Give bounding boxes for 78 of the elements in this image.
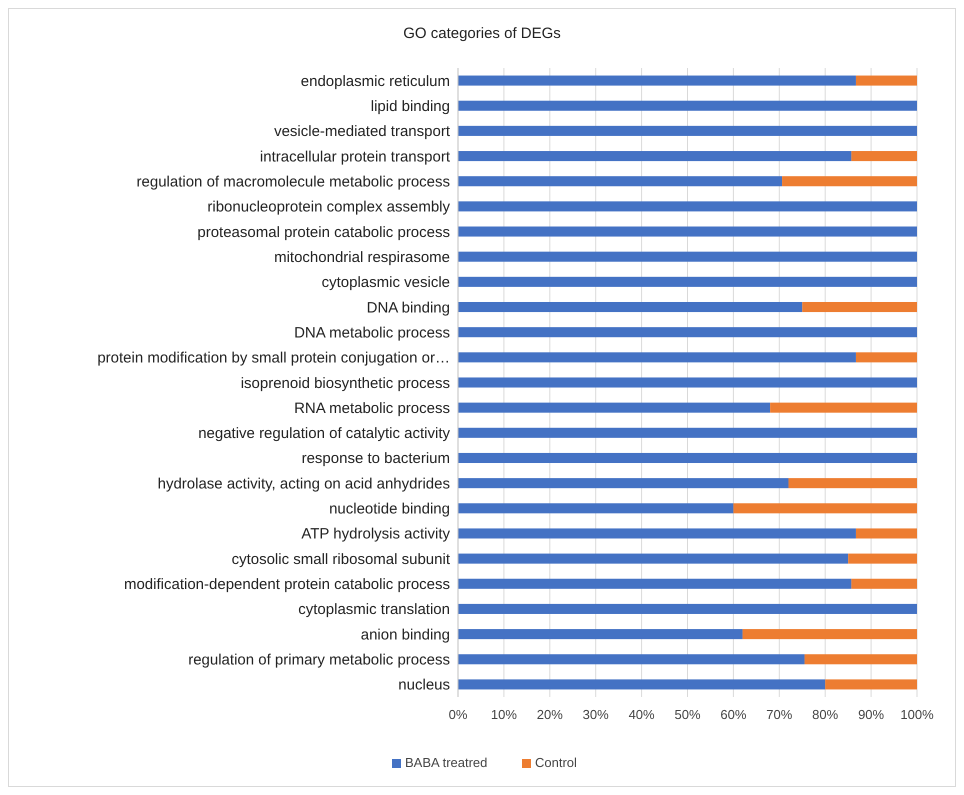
x-tick-label: 50% — [674, 707, 701, 722]
bar — [458, 578, 852, 589]
bar — [458, 100, 917, 111]
y-tick-label: mitochondrial respirasome — [274, 248, 450, 266]
bar — [802, 302, 917, 312]
bar — [458, 503, 734, 514]
bar — [458, 654, 805, 664]
bar — [458, 226, 917, 237]
x-tick-label: 60% — [720, 707, 747, 722]
bar — [804, 654, 917, 664]
x-tick-label: 100% — [900, 707, 934, 722]
x-tick-label: 20% — [536, 707, 564, 722]
y-tick-label: ribonucleoprotein complex assembly — [207, 198, 450, 216]
x-tick-label: 0% — [448, 707, 468, 722]
bar — [788, 478, 917, 488]
bar — [458, 528, 856, 538]
y-tick-label: intracellular protein transport — [260, 148, 451, 166]
y-tick-label: ATP hydrolysis activity — [301, 526, 450, 543]
x-tick-label: 30% — [582, 707, 610, 722]
y-tick-label: DNA metabolic process — [294, 324, 450, 342]
x-tick-label: 90% — [858, 707, 885, 722]
bar — [458, 327, 917, 338]
y-tick-label: cytoplasmic vesicle — [322, 274, 450, 292]
bar — [848, 554, 917, 564]
bar — [458, 478, 788, 488]
bar — [458, 452, 917, 464]
bar — [458, 151, 852, 162]
bar — [856, 352, 917, 362]
bar — [458, 402, 770, 413]
bar — [458, 428, 917, 438]
y-tick-label: nucleotide binding — [329, 500, 450, 518]
legend-label: BABA treatred — [405, 755, 488, 770]
y-tick-label: cytoplasmic translation — [298, 601, 450, 618]
y-tick-label: regulation of macromolecule metabolic process — [136, 173, 450, 190]
y-tick-label: regulation of primary metabolic process — [188, 652, 450, 669]
y-tick-label: vesicle-mediated transport — [274, 123, 451, 140]
x-tick-label: 70% — [766, 707, 793, 722]
bar — [458, 629, 743, 640]
x-tick-label: 10% — [490, 707, 518, 722]
bar — [458, 604, 917, 614]
bar — [458, 252, 917, 262]
bar — [458, 276, 917, 287]
y-tick-label: nucleus — [398, 676, 450, 694]
legend-label: Control — [535, 755, 578, 770]
y-tick-label: isoprenoid biosynthetic process — [240, 374, 450, 392]
bar — [458, 201, 917, 212]
y-tick-label: cytosolic small ribosomal subunit — [232, 550, 451, 568]
y-tick-label: hydrolase activity, acting on acid anhydrides — [158, 475, 450, 492]
y-tick-label: RNA metabolic process — [294, 400, 450, 417]
y-tick-label: lipid binding — [370, 98, 450, 115]
bar — [458, 554, 848, 564]
chart-title: GO categories of DEGs — [403, 25, 561, 42]
y-tick-label: protein modification by small protein conjugation or… — [97, 350, 450, 367]
bar — [770, 402, 917, 413]
bar — [856, 76, 917, 86]
bar — [458, 352, 856, 362]
bar — [733, 503, 917, 514]
bar — [458, 302, 802, 312]
bar — [458, 76, 856, 86]
y-tick-label: endoplasmic reticulum — [300, 72, 450, 90]
x-tick-label: 80% — [812, 707, 839, 722]
y-tick-label: DNA binding — [366, 299, 450, 316]
y-tick-label: anion binding — [360, 626, 450, 644]
bar — [458, 176, 782, 186]
bar — [458, 377, 917, 388]
x-tick-label: 40% — [628, 707, 656, 722]
y-tick-label: modification-dependent protein catabolic process — [124, 576, 450, 594]
bar — [782, 176, 917, 186]
bar — [458, 126, 917, 136]
y-tick-label: negative regulation of catalytic activity — [198, 425, 450, 442]
bar — [856, 528, 917, 538]
y-tick-label: response to bacterium — [302, 450, 450, 468]
bar — [851, 151, 917, 162]
bar — [458, 679, 826, 690]
bar — [825, 679, 917, 690]
bar — [742, 629, 917, 640]
bar — [851, 578, 917, 589]
y-tick-label: proteasomal protein catabolic process — [197, 224, 450, 241]
